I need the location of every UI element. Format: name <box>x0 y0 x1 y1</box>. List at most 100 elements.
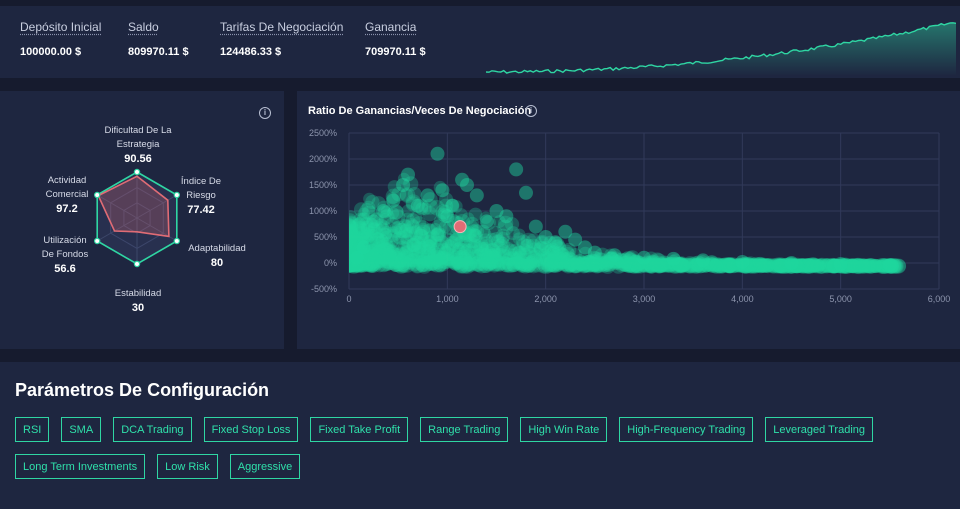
param-tag[interactable]: Fixed Stop Loss <box>203 417 299 442</box>
param-tag[interactable]: High-Frequency Trading <box>619 417 754 442</box>
scatter-point <box>401 240 415 254</box>
scatter-point <box>591 257 605 271</box>
scatter-point <box>474 257 489 271</box>
scatter-point <box>884 259 898 273</box>
scatter-point <box>827 258 842 273</box>
scatter-point <box>509 252 522 266</box>
scatter-point <box>361 205 378 222</box>
highlight-point[interactable] <box>453 220 467 234</box>
scatter-point <box>772 257 789 274</box>
scatter-point <box>349 215 359 230</box>
scatter-point <box>575 255 591 271</box>
scatter-point <box>512 245 526 259</box>
scatter-point <box>869 259 884 273</box>
param-tag[interactable]: Fixed Take Profit <box>310 417 409 442</box>
scatter-point <box>659 256 673 270</box>
scatter-point <box>554 247 571 264</box>
scatter-point <box>349 213 357 227</box>
scatter-point <box>349 239 359 252</box>
scatter-point <box>551 257 565 271</box>
scatter-point <box>826 258 841 273</box>
stat-label[interactable]: Saldo <box>128 20 159 34</box>
scatter-point <box>364 257 378 272</box>
stat-label[interactable]: Tarifas De Negociación <box>220 20 344 34</box>
scatter-point <box>356 240 371 255</box>
param-tag[interactable]: Low Risk <box>157 454 218 479</box>
scatter-point <box>349 259 362 274</box>
scatter-point <box>746 257 763 274</box>
scatter-point <box>739 258 754 274</box>
scatter-point <box>642 256 658 272</box>
param-tag[interactable]: DCA Trading <box>113 417 192 442</box>
scatter-point <box>496 231 510 245</box>
scatter-point <box>826 259 840 273</box>
scatter-point <box>435 251 449 264</box>
scatter-point <box>720 258 735 273</box>
scatter-point <box>608 254 624 270</box>
param-tag[interactable]: Range Trading <box>420 417 509 442</box>
scatter-point <box>364 258 379 274</box>
info-icon[interactable]: i <box>525 105 537 117</box>
scatter-point <box>349 229 364 246</box>
scatter-point <box>649 257 663 271</box>
scatter-point <box>398 218 412 232</box>
scatter-point <box>363 192 376 205</box>
scatter-point <box>594 257 610 272</box>
scatter-point <box>368 222 381 235</box>
scatter-point <box>351 234 365 248</box>
scatter-point <box>789 257 805 274</box>
stat-label[interactable]: Ganancia <box>365 20 417 34</box>
scatter-point <box>372 255 386 269</box>
scatter-point <box>349 252 361 266</box>
scatter-point <box>755 259 769 273</box>
scatter-point <box>417 222 430 236</box>
scatter-point <box>349 233 359 247</box>
scatter-point <box>406 237 421 253</box>
scatter-point <box>349 254 361 271</box>
param-tag[interactable]: RSI <box>15 417 50 442</box>
scatter-point <box>349 257 356 272</box>
scatter-point <box>349 234 359 249</box>
scatter-point <box>370 245 387 262</box>
x-tick-label: 3,000 <box>633 294 656 304</box>
stat-label[interactable]: Depósito Inicial <box>20 20 102 34</box>
scatter-point <box>781 258 798 274</box>
scatter-point <box>423 255 436 268</box>
scatter-point <box>837 258 852 274</box>
scatter-point <box>406 245 420 259</box>
scatter-point <box>722 258 738 274</box>
scatter-point <box>433 180 447 194</box>
scatter-point <box>452 257 467 272</box>
scatter-point <box>480 250 496 266</box>
radar-axis-label: Utilización De Fondos <box>41 235 89 260</box>
radar-axis-label: Actividad Comercial <box>45 175 89 200</box>
param-tag[interactable]: Aggressive <box>229 454 301 479</box>
scatter-point <box>563 257 577 271</box>
scatter-point <box>671 257 685 272</box>
radar-axis-risk: Índice De Riesgo 77.42 <box>176 175 226 217</box>
param-tag[interactable]: High Win Rate <box>520 417 608 442</box>
param-tag[interactable]: Leveraged Trading <box>765 417 874 442</box>
scatter-point <box>789 258 804 274</box>
scatter-point <box>389 259 402 272</box>
scatter-point <box>549 239 564 255</box>
scatter-point <box>748 258 764 274</box>
scatter-point <box>423 246 438 261</box>
scatter-point <box>790 259 804 273</box>
scatter-point <box>349 259 356 273</box>
scatter-point <box>349 259 359 272</box>
scatter-point <box>476 240 489 253</box>
scatter-point <box>712 258 727 274</box>
scatter-point <box>582 257 598 273</box>
scatter-point <box>374 254 388 269</box>
scatter-point <box>369 212 383 227</box>
scatter-point <box>416 234 430 248</box>
info-icon[interactable]: i <box>259 107 271 119</box>
scatter-point <box>540 257 557 274</box>
param-tag[interactable]: SMA <box>61 417 102 442</box>
scatter-point <box>665 256 679 270</box>
scatter-point <box>447 247 463 263</box>
scatter-point <box>554 254 570 270</box>
param-tag[interactable]: Long Term Investments <box>15 454 146 479</box>
scatter-point <box>721 257 738 273</box>
